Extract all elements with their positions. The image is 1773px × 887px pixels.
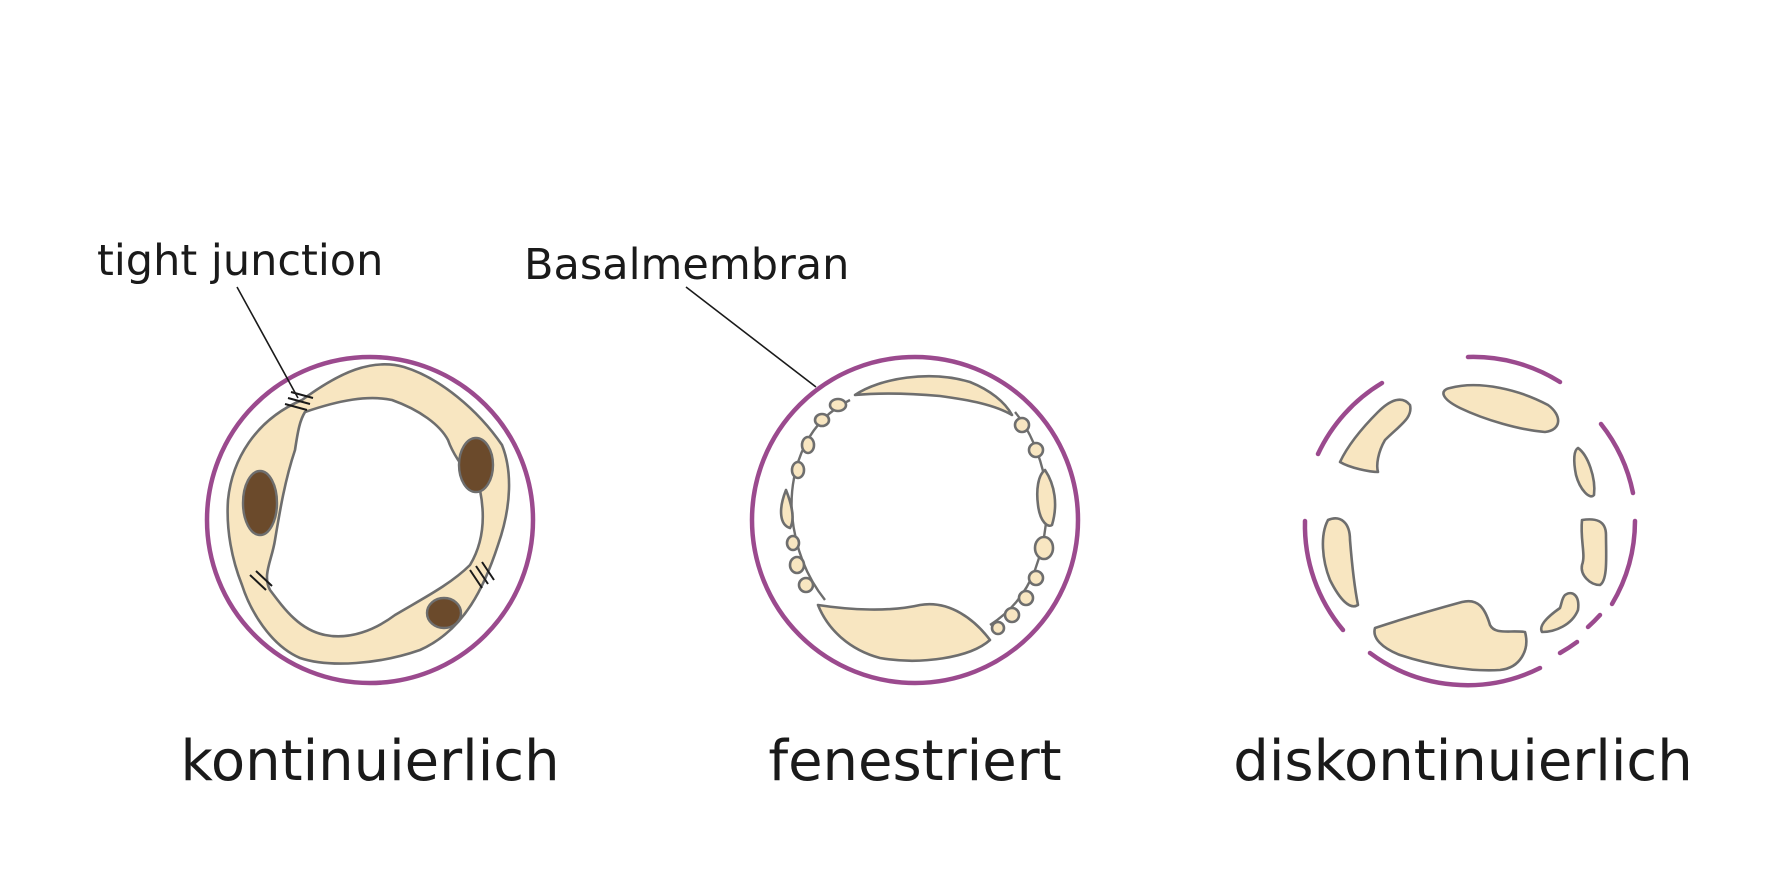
caption-fenestrated: fenestriert	[768, 729, 1061, 794]
endothelial-cell	[853, 374, 1014, 417]
tight-junction-mark	[469, 561, 495, 589]
tight-junction-label: tight junction	[97, 236, 383, 286]
endothelial-cell-fragment	[1572, 446, 1596, 498]
continuous-capillary	[204, 354, 536, 686]
endothelial-cell-fragment	[1580, 518, 1608, 587]
basement-membrane-ring	[749, 354, 1081, 686]
basement-membrane-label: Basalmembran	[524, 240, 849, 290]
tight-junction-mark	[249, 570, 273, 591]
endothelial-cell-fragment	[1442, 383, 1560, 434]
basement-membrane-ring	[204, 354, 536, 686]
tight-junction-leader-line	[236, 286, 299, 399]
endothelial-cell-fragment	[1539, 591, 1580, 634]
endothelial-cell	[1035, 468, 1057, 527]
fenestrated-endothelium-line	[790, 398, 1049, 627]
endothelial-cell-ring	[226, 363, 511, 665]
discontinuous-capillary	[1302, 354, 1638, 688]
caption-discontinuous: diskontinuierlich	[1233, 729, 1692, 794]
basement-membrane-leader-line	[685, 286, 817, 388]
endothelial-cell	[816, 602, 992, 662]
nucleus	[241, 469, 279, 537]
nucleus	[425, 596, 463, 630]
basement-membrane-annotation: Basalmembran	[524, 240, 849, 388]
fenestra-beads	[785, 397, 1055, 636]
nucleus	[457, 436, 495, 494]
endothelial-cell-fragment	[1338, 398, 1412, 474]
endothelial-cell-fragment	[1321, 517, 1360, 608]
caption-continuous: kontinuierlich	[180, 729, 559, 794]
basement-membrane-fragments	[1302, 354, 1638, 688]
endothelial-cell-fragment	[1373, 599, 1528, 672]
endothelial-cell	[779, 488, 794, 530]
tight-junction-annotation: tight junction	[97, 236, 383, 399]
fenestrated-capillary	[749, 354, 1081, 686]
